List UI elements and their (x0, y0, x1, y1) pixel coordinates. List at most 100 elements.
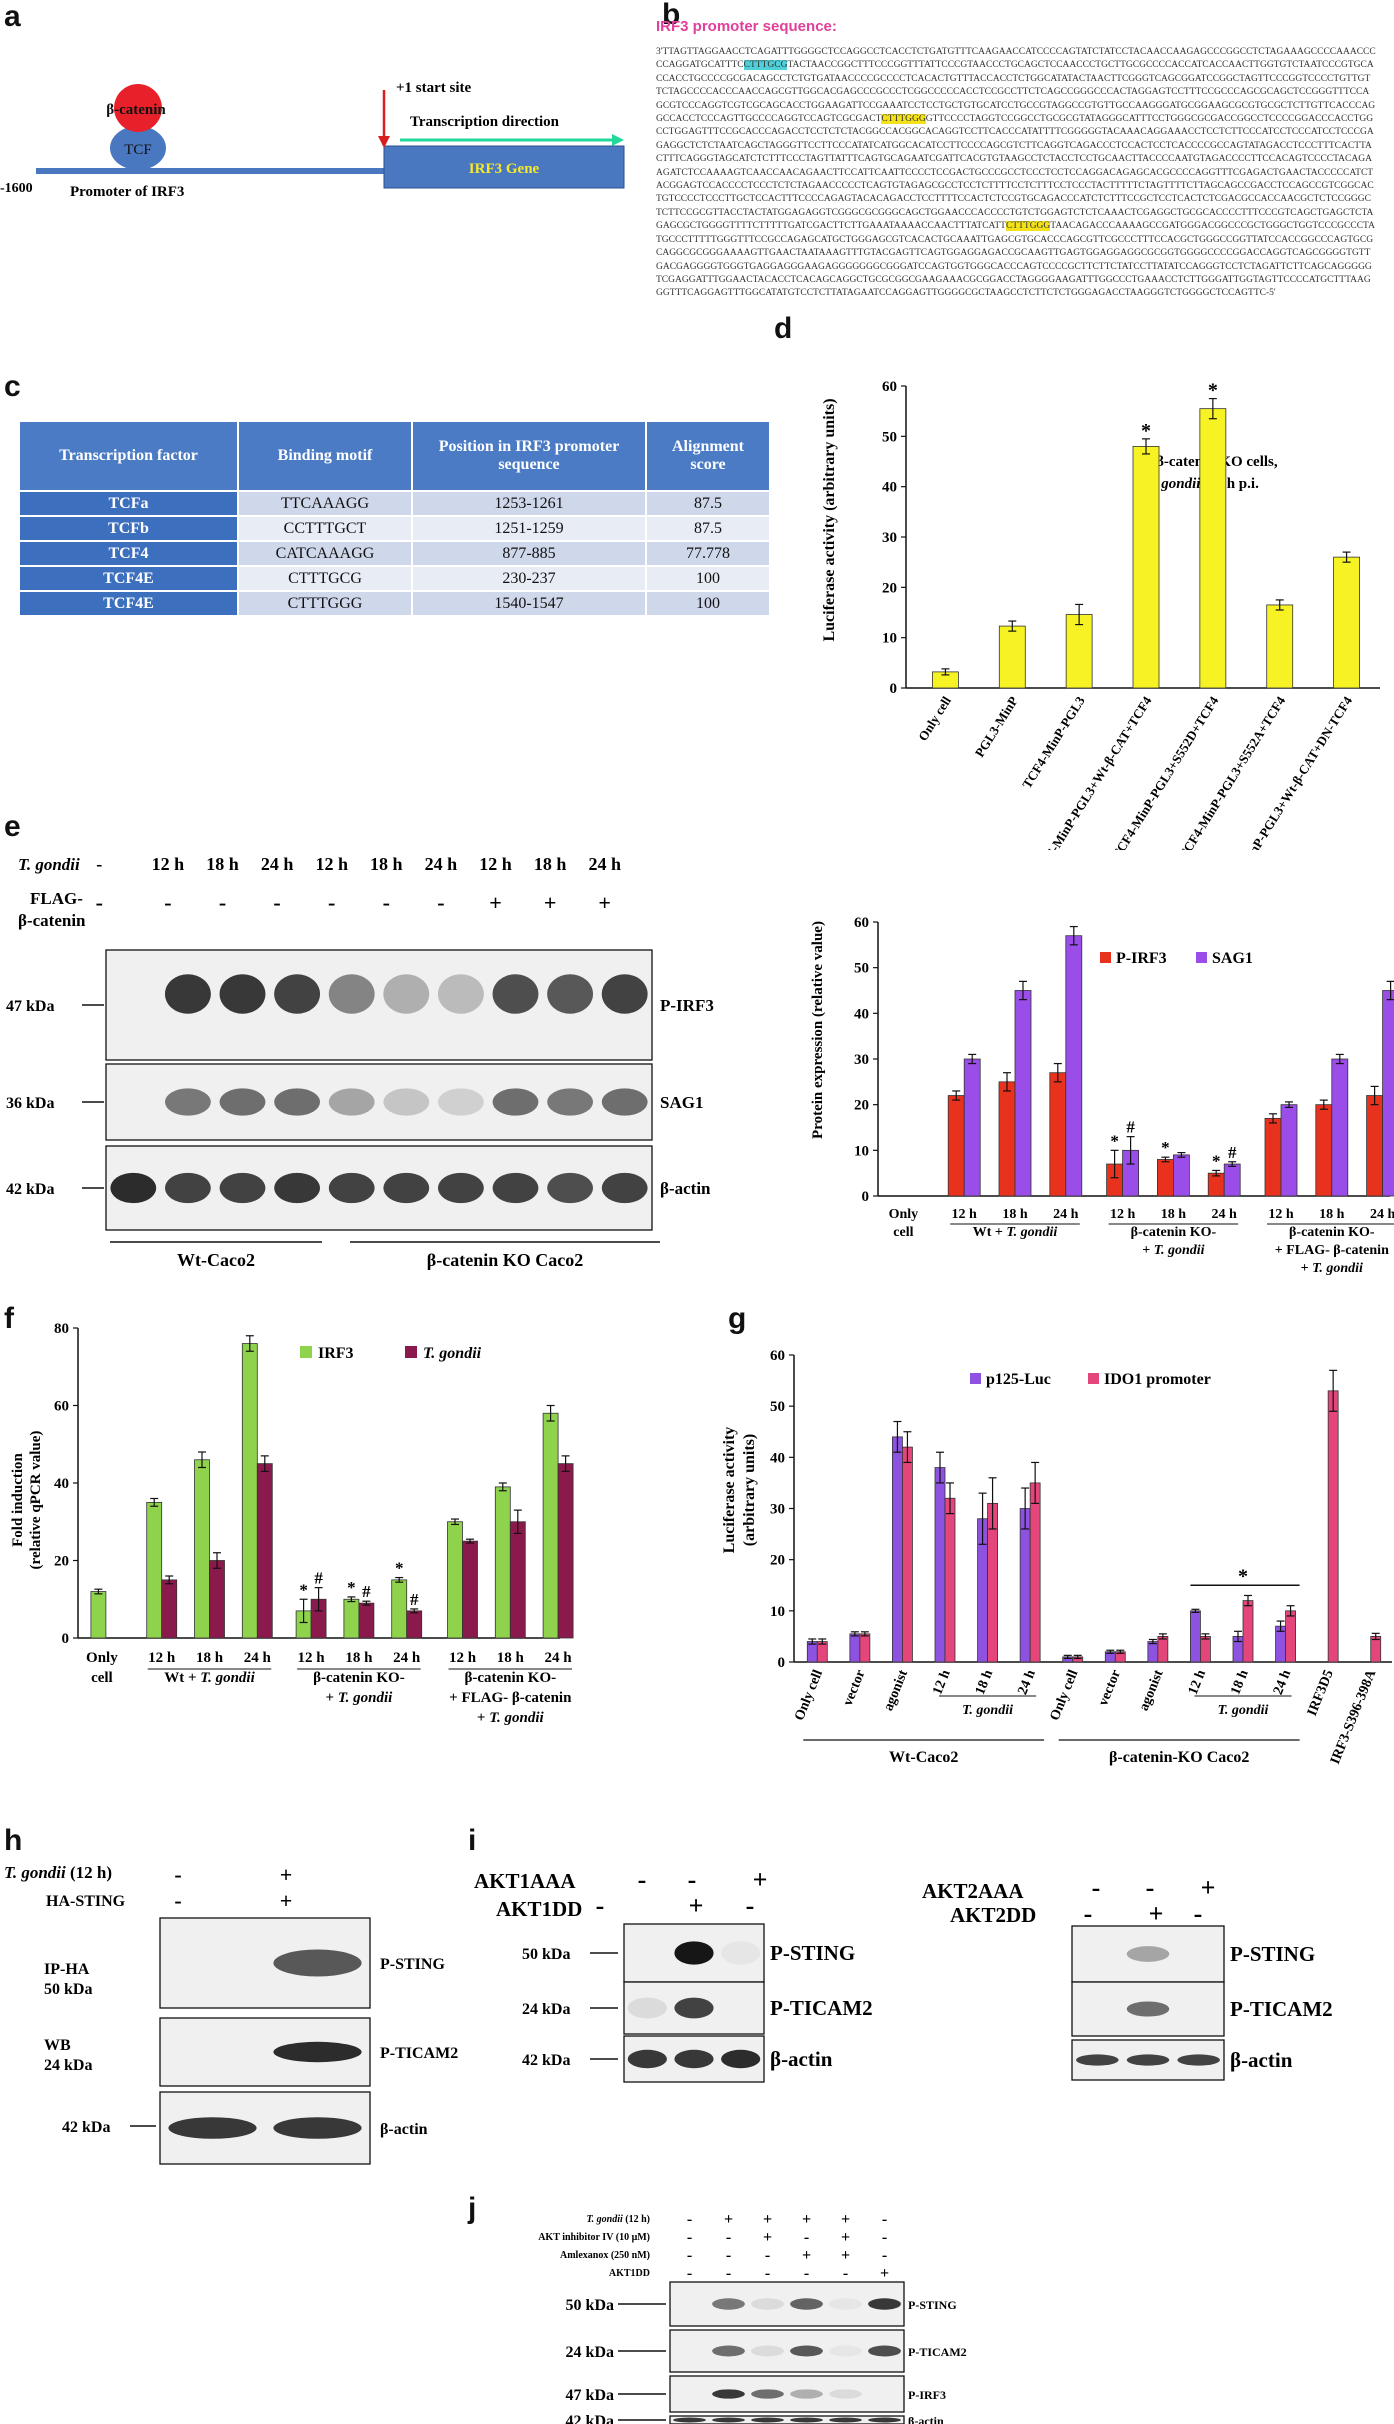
bar (998, 1081, 1016, 1197)
table-cell: TTCAAAGG (237, 490, 413, 517)
y-tick-label: 50 (770, 1399, 785, 1415)
row-label: AKT1DD (496, 1897, 582, 1921)
bar (358, 1602, 375, 1639)
row-label: T. gondii (18, 855, 80, 874)
x-tick-label: 12 h (930, 1668, 953, 1697)
row-label: AKT1DD (609, 2268, 650, 2279)
y-axis-label: Luciferase activity (721, 1427, 738, 1554)
group-label-italic: T. gondii (200, 1670, 255, 1686)
band (751, 2389, 784, 2399)
lane-sign: - (765, 2247, 770, 2264)
tcf-label: TCF (124, 142, 152, 158)
panel-label-e: e (4, 810, 21, 843)
motif-highlight-1: CTTTGCG (743, 60, 788, 71)
sequence-title: IRF3 promoter sequence: (656, 18, 837, 35)
band (328, 974, 375, 1014)
table-cell: 877-885 (411, 540, 647, 567)
y-tick-label: 50 (882, 429, 897, 445)
x-tick-label: 24 h (244, 1650, 272, 1666)
lane-sign: - (638, 1865, 647, 1894)
x-tick-label: 24 h (1271, 1668, 1294, 1697)
x-tick-label: 12 h (298, 1650, 326, 1666)
x-tick-label: 12 h (952, 1207, 978, 1222)
band (627, 1997, 667, 2019)
sequence-text: GTTCCCCTAGGTCCGGCCTGCGCGTATAGGGCATTTCCTG… (656, 114, 1374, 232)
group-label: + T. gondii (1142, 1243, 1204, 1258)
x-tick-label: 18 h (1161, 1207, 1187, 1222)
bar (1157, 1636, 1169, 1663)
table-cell: CCTTTGCT (237, 515, 413, 542)
lane-sign: - (843, 2265, 848, 2282)
band-label: P-STING (380, 1956, 445, 1973)
row-label: AKT2DD (950, 1903, 1036, 1927)
table-cell: TCF4E (18, 565, 239, 592)
lane-sign: - (687, 2229, 692, 2246)
motif-highlight-2: CTTTGGG (881, 114, 926, 125)
binding-motif-table: Transcription factor Binding motif Posit… (18, 420, 771, 617)
significance-mark: * (299, 1580, 308, 1599)
table-row: TCF4E CTTTGGG 1540-1547 100 (18, 590, 771, 617)
x-tick-label: 12 h (449, 1650, 477, 1666)
x-tick-label: 18 h (196, 1650, 224, 1666)
row-label-text: (12 h) (623, 2214, 650, 2225)
group-label: + T. gondii (477, 1710, 545, 1726)
table-cell: TCFb (18, 515, 239, 542)
table-cell: 1251-1259 (411, 515, 647, 542)
lane-sign: - (1146, 1873, 1155, 1902)
bar (892, 1436, 903, 1663)
left-label: WB (44, 2037, 71, 2054)
legend-label: P-IRF3 (1116, 950, 1167, 967)
table-header-row: Transcription factor Binding motif Posit… (18, 420, 771, 492)
group-label: Wt + T. gondii (973, 1225, 1058, 1240)
lane-sign: - (174, 1888, 181, 1913)
bar (1366, 1095, 1383, 1197)
band (164, 1088, 211, 1116)
band (1177, 2054, 1220, 2066)
lane-sign: - (1092, 1873, 1101, 1902)
significance-mark: * (1110, 1131, 1119, 1150)
irf3-gene-box (383, 145, 625, 189)
row-label: Amlexanox (250 nM) (560, 2250, 650, 2261)
bar (1019, 1508, 1031, 1663)
band-label: β-actin (770, 2047, 833, 2071)
significance-mark: * (1238, 1565, 1248, 1587)
lane-sign: + (763, 2229, 772, 2246)
left-label: 24 kDa (44, 2057, 92, 2074)
table-cell: 100 (645, 590, 771, 617)
sequence-text: TAACAGACCCAAAAGCCGATGGGACGGCCCGCTGGGCTGG… (656, 221, 1375, 299)
bar (494, 1486, 511, 1639)
band (674, 1997, 714, 2019)
band (437, 1172, 484, 1204)
promoter-diagram: IRF3 Gene β-catenin TCF -1600 Promoter o… (0, 80, 625, 200)
group-label: Wt-Caco2 (177, 1250, 255, 1270)
lane-label: 12 h (479, 854, 512, 874)
lane-sign: + (598, 890, 611, 915)
bar (462, 1540, 478, 1639)
band (383, 1088, 430, 1116)
band (492, 974, 539, 1014)
x-tick-label: agonist (881, 1668, 911, 1714)
lane-sign: + (280, 1888, 293, 1913)
x-tick-label: 12 h (1268, 1207, 1294, 1222)
bar (1065, 614, 1093, 689)
band-label: P-STING (908, 2298, 957, 2312)
lane-sign: - (96, 890, 103, 915)
kda-label: 24 kDa (566, 2344, 614, 2361)
bar (963, 1058, 981, 1197)
band (168, 2117, 257, 2139)
bar (90, 1591, 107, 1639)
lane-sign: - (882, 2229, 887, 2246)
y-tick-label: 40 (882, 480, 897, 496)
panel-label-j: j (468, 2192, 477, 2225)
bar (859, 1633, 871, 1663)
x-tick-label: Only cell (915, 693, 954, 743)
significance-mark: # (314, 1569, 323, 1588)
legend-swatch (1100, 952, 1111, 963)
bar (1370, 1636, 1382, 1663)
western-blot-j: T. gondii (12 h) - + + + + -AKT inhibitor IV (… (538, 2211, 967, 2424)
group-label: T. gondii (1218, 1703, 1269, 1718)
bar (1280, 1104, 1298, 1197)
lane-sign: - (687, 2265, 692, 2282)
